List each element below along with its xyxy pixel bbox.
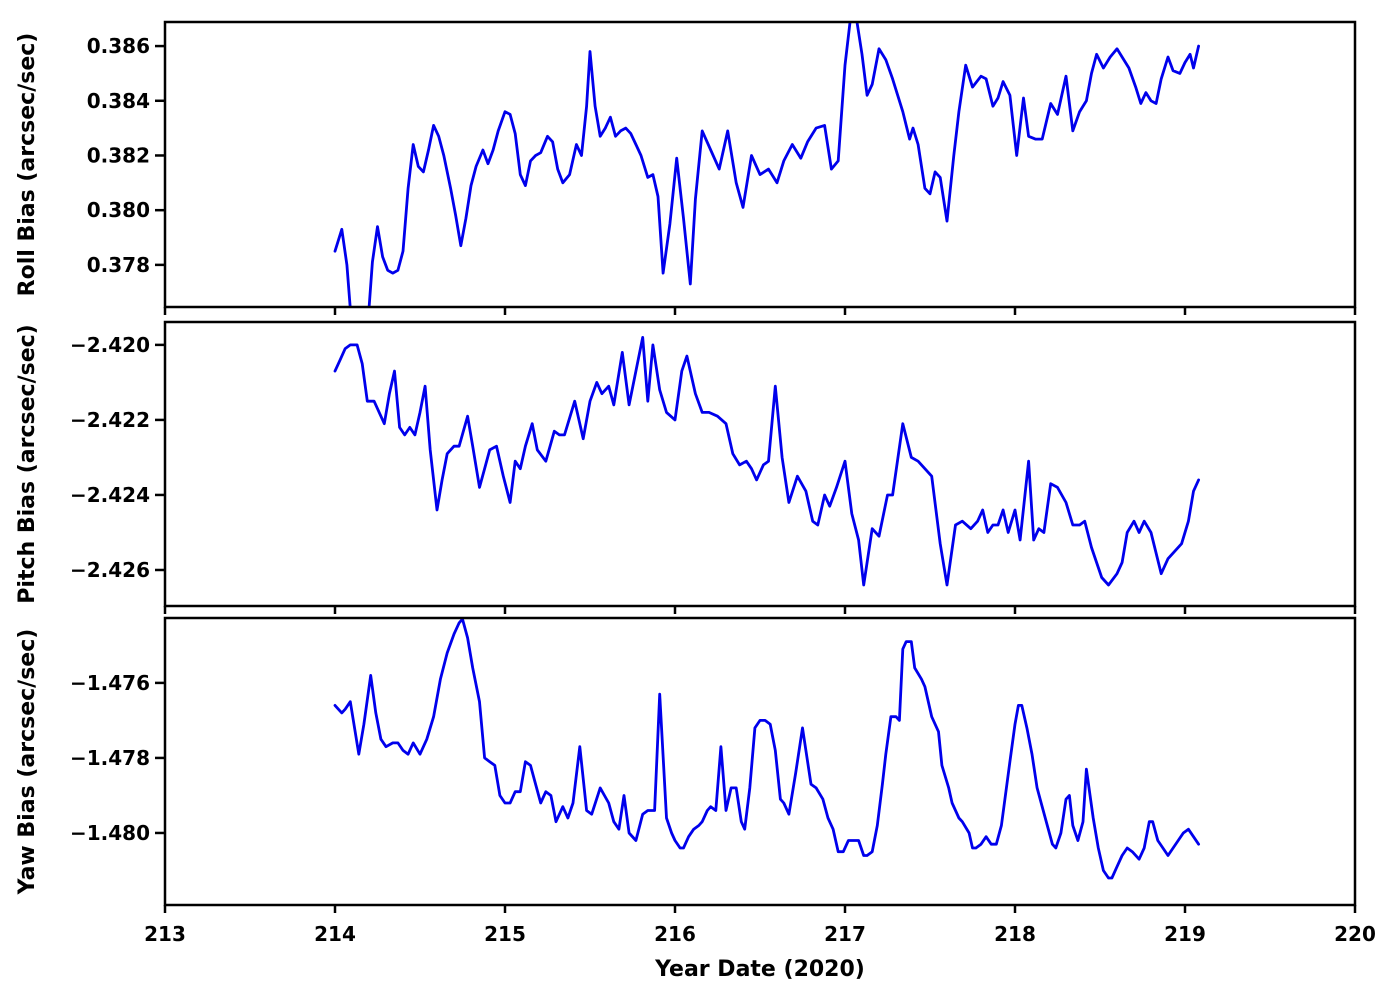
- x-tick-label: 216: [654, 922, 696, 946]
- pitch-bias-y-tick-label: −2.420: [70, 333, 150, 357]
- roll-bias-y-tick-label: 0.386: [87, 34, 150, 58]
- x-tick-label: 220: [1334, 922, 1376, 946]
- x-tick-label: 214: [314, 922, 356, 946]
- x-tick-label: 218: [994, 922, 1036, 946]
- yaw-bias-y-tick-label: −1.480: [70, 821, 150, 845]
- roll-bias-line: [333, 22, 1200, 307]
- roll-bias-y-tick-label: 0.378: [87, 253, 150, 277]
- roll-bias-frame: [163, 20, 1357, 309]
- roll-bias-ylabel: Roll Bias (arcsec/sec): [15, 33, 40, 297]
- yaw-bias-ylabel: Yaw Bias (arcsec/sec): [15, 629, 40, 896]
- pitch-bias-ylabel: Pitch Bias (arcsec/sec): [15, 324, 40, 603]
- roll-bias-y-tick-label: 0.380: [87, 198, 150, 222]
- roll-bias-y-tick-label: 0.384: [87, 89, 150, 113]
- x-tick-label: 215: [484, 922, 526, 946]
- x-tick-label: 213: [144, 922, 186, 946]
- pitch-bias-y-tick-label: −2.422: [70, 408, 150, 432]
- pitch-bias-y-tick-label: −2.424: [70, 483, 150, 507]
- roll-bias-y-tick-label: 0.382: [87, 143, 150, 167]
- x-tick-label: 217: [824, 922, 866, 946]
- x-tick-label: 219: [1164, 922, 1206, 946]
- yaw-bias-line: [333, 618, 1200, 880]
- yaw-bias-y-tick-label: −1.478: [70, 746, 150, 770]
- pitch-bias-line: [333, 335, 1200, 587]
- x-axis-label: Year Date (2020): [654, 957, 865, 982]
- pitch-bias-y-tick-label: −2.426: [70, 558, 150, 582]
- yaw-bias-y-tick-label: −1.476: [70, 671, 150, 695]
- pitch-bias-frame: [163, 320, 1357, 608]
- yaw-bias-frame: [163, 616, 1357, 907]
